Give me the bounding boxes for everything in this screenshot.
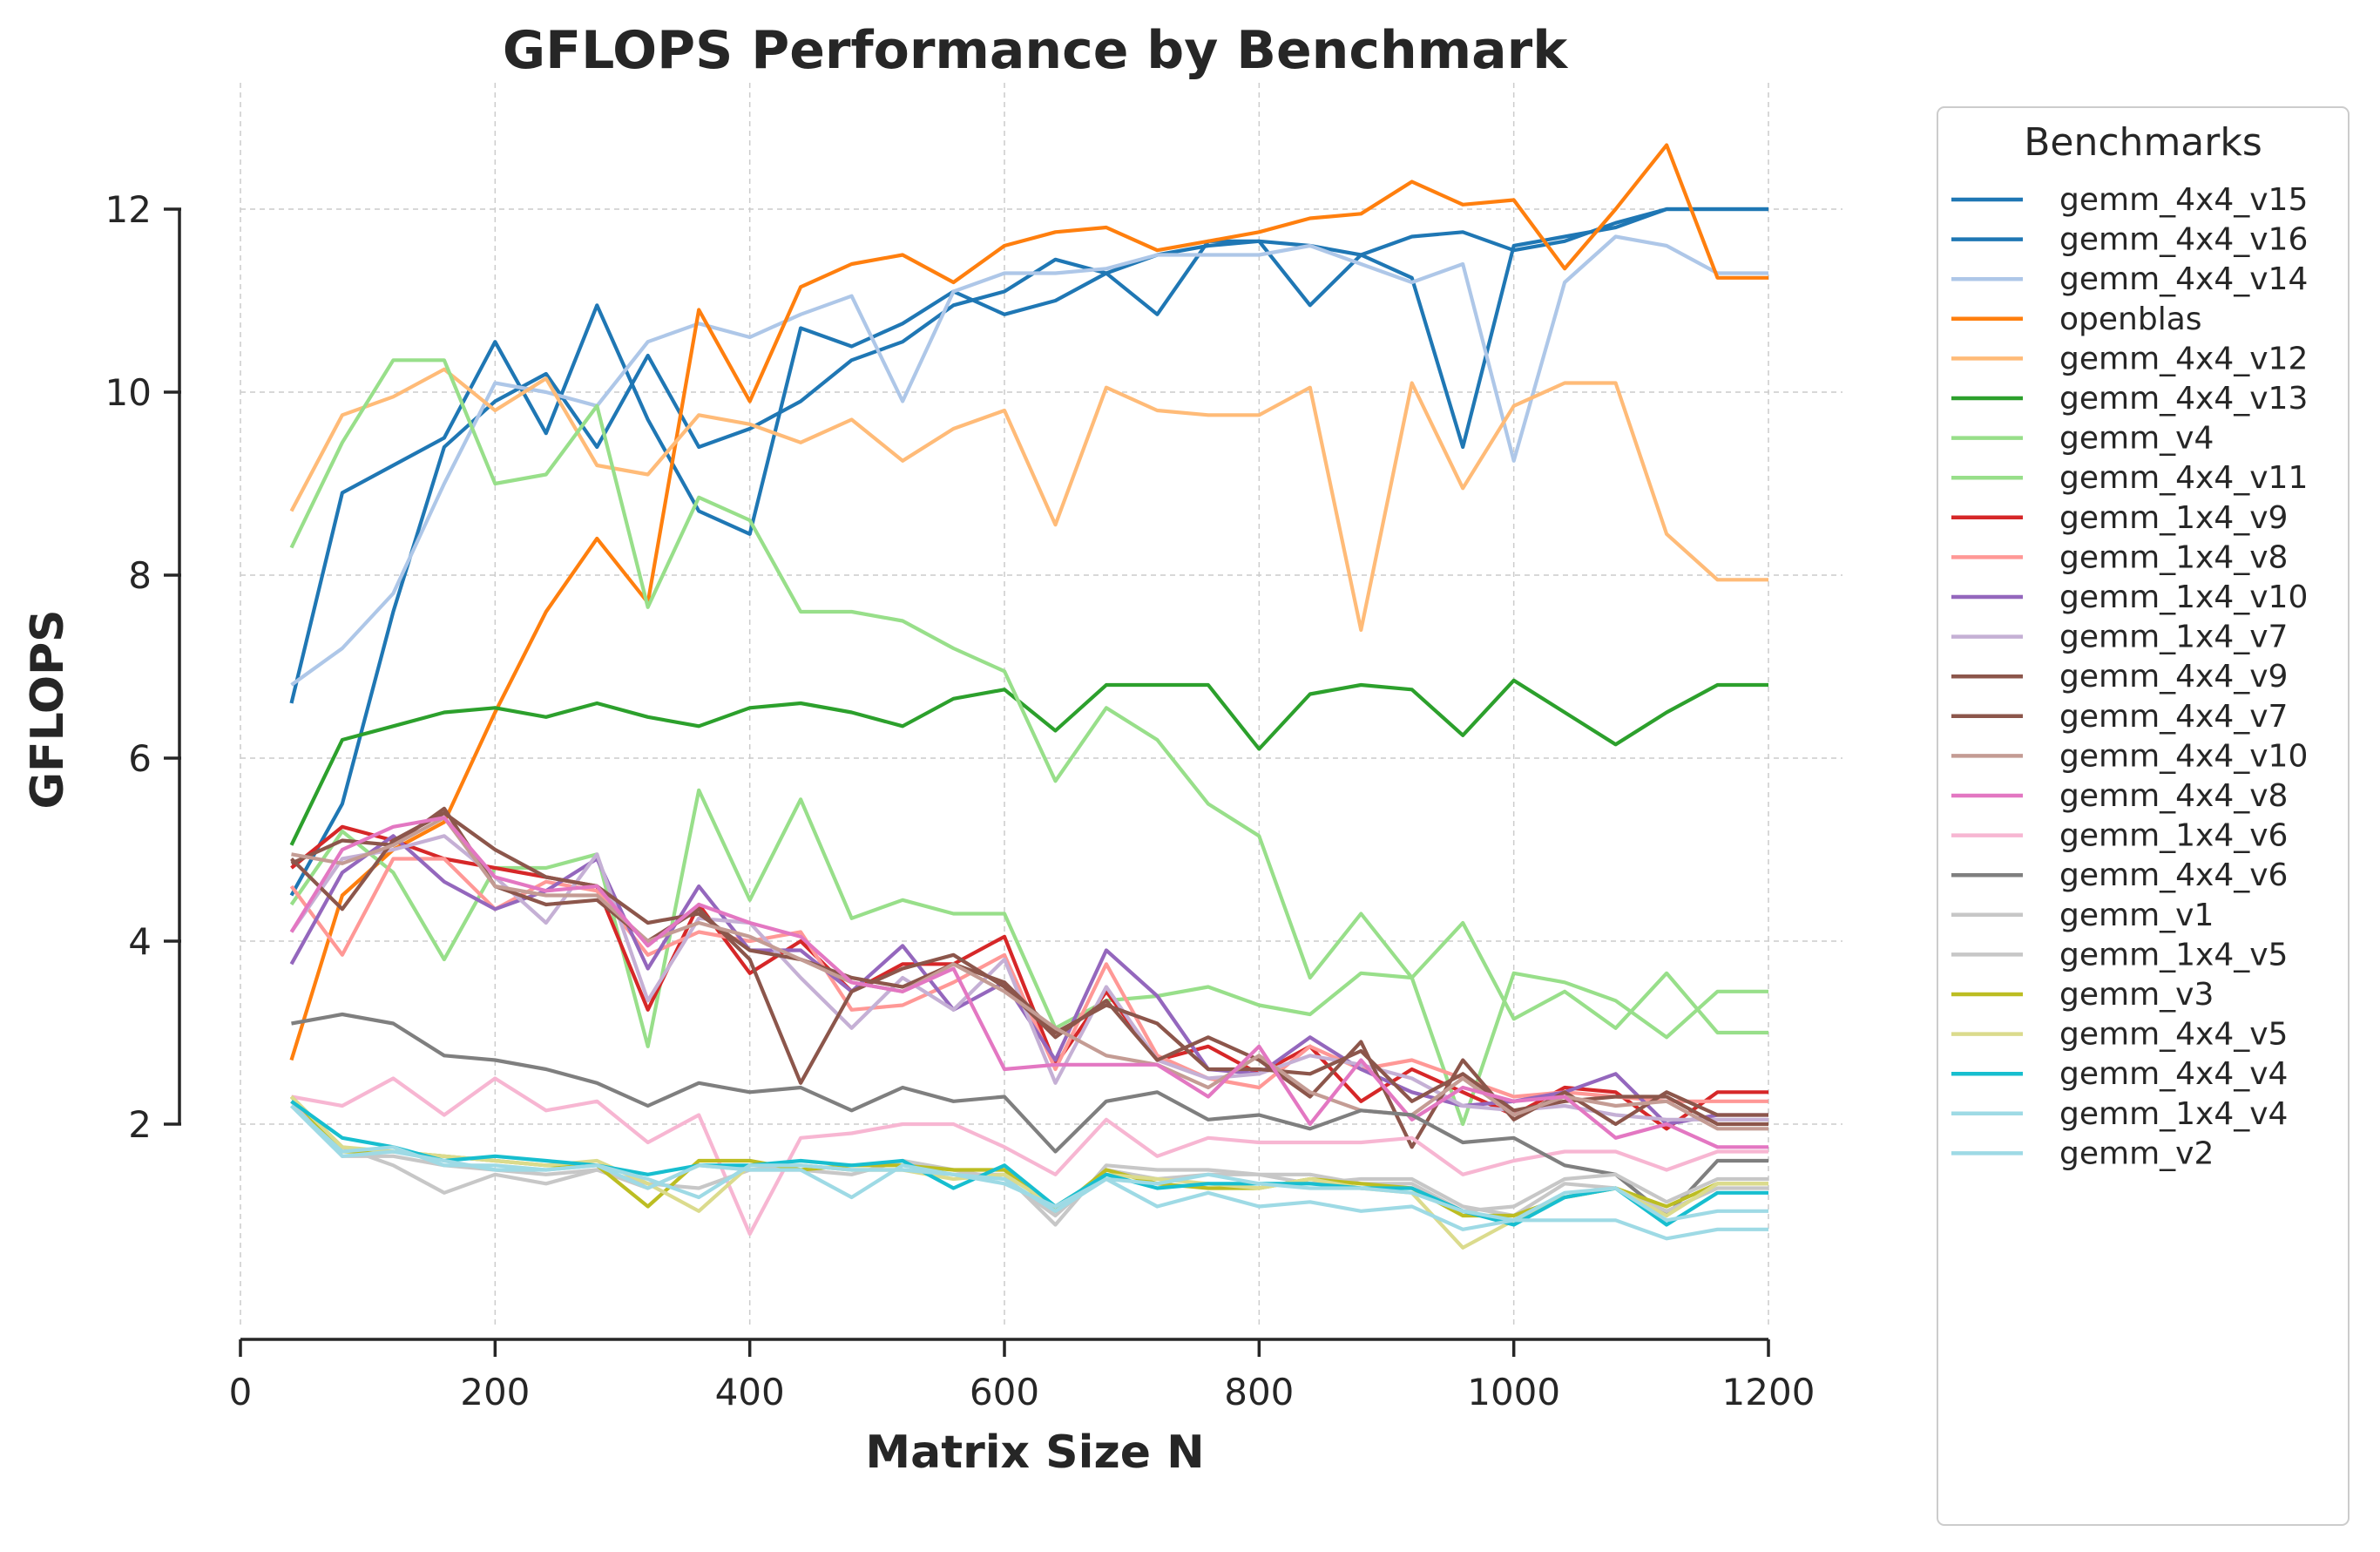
legend-label: gemm_4x4_v14	[2059, 261, 2308, 297]
legend-title: Benchmarks	[2024, 120, 2262, 165]
legend-label: gemm_4x4_v6	[2059, 857, 2288, 893]
y-axis-label: GFLOPS	[22, 609, 74, 809]
legend-label: gemm_4x4_v11	[2059, 460, 2308, 496]
y-tick-label: 8	[128, 554, 152, 597]
series-line-gemm_1x4_v6	[291, 1076, 1768, 1237]
legend-label: gemm_4x4_v15	[2059, 182, 2308, 218]
series-line-gemm_4x4_v16	[289, 207, 1768, 704]
legend-label: gemm_1x4_v6	[2059, 818, 2288, 854]
x-axis-label: Matrix Size N	[865, 1427, 1204, 1479]
y-tick-label: 2	[128, 1103, 152, 1146]
series-lines	[289, 143, 1768, 1250]
legend-label: openblas	[2059, 302, 2202, 337]
series-line-openblas	[289, 143, 1768, 1061]
legend-label: gemm_4x4_v12	[2059, 341, 2308, 376]
axes: 0 200 400 600 800 1000 1200 2 4 6 8 10 12	[105, 188, 1815, 1413]
legend-label: gemm_4x4_v7	[2059, 699, 2288, 735]
x-tick-label: 1200	[1722, 1371, 1815, 1413]
legend-label: gemm_4x4_v4	[2059, 1056, 2288, 1092]
legend-label: gemm_v1	[2059, 898, 2214, 933]
legend-label: gemm_v2	[2059, 1135, 2214, 1171]
x-tick-label: 0	[229, 1371, 253, 1413]
legend-label: gemm_v4	[2059, 421, 2214, 457]
series-line-gemm_4x4_v8	[289, 816, 1768, 1149]
series-line-gemm_4x4_v13	[289, 678, 1768, 846]
legend-label: gemm_1x4_v8	[2059, 539, 2288, 575]
series-line-gemm_v2	[290, 1104, 1768, 1241]
y-tick-label: 6	[128, 737, 152, 780]
series-line-gemm_4x4_v9	[290, 810, 1768, 1127]
legend-label: gemm_1x4_v10	[2059, 579, 2308, 615]
grid-lines	[240, 83, 1842, 1325]
legend-box	[1937, 106, 2350, 1526]
chart-title: GFLOPS Performance by Benchmark	[503, 20, 1569, 81]
legend-label: gemm_4x4_v13	[2059, 381, 2308, 417]
x-tick-label: 800	[1224, 1371, 1294, 1413]
y-tick-label: 10	[105, 371, 152, 414]
series-line-gemm_v4	[289, 358, 1768, 1127]
legend-label: gemm_4x4_v9	[2059, 659, 2288, 695]
y-tick-label: 12	[105, 188, 152, 231]
y-tick-label: 4	[128, 920, 152, 963]
series-line-gemm_4x4_v11	[289, 788, 1768, 1048]
series-line-gemm_v1	[290, 1095, 1768, 1227]
series-line-gemm_4x4_v6	[291, 1012, 1768, 1218]
x-tick-label: 600	[970, 1371, 1039, 1413]
legend-label: gemm_1x4_v7	[2059, 620, 2288, 655]
legend-label: gemm_4x4_v8	[2059, 778, 2288, 814]
series-line-gemm_4x4_v7	[290, 806, 1768, 1149]
legend-label: gemm_1x4_v5	[2059, 937, 2288, 973]
legend-label: gemm_1x4_v4	[2059, 1096, 2288, 1132]
series-line-gemm_4x4_v15	[289, 207, 1768, 897]
x-tick-label: 1000	[1467, 1371, 1560, 1413]
series-line-gemm_4x4_v14	[290, 234, 1768, 687]
x-tick-label: 400	[715, 1371, 785, 1413]
legend-items: gemm_4x4_v15 gemm_4x4_v16gemm_4x4_v14open…	[1951, 182, 2308, 1171]
legend-label: gemm_1x4_v9	[2059, 500, 2288, 536]
legend-label: gemm_4x4_v5	[2059, 1017, 2288, 1053]
legend-label: gemm_4x4_v10	[2059, 738, 2308, 774]
series-line-gemm_4x4_v10	[291, 816, 1768, 1131]
x-tick-label: 200	[460, 1371, 530, 1413]
series-line-gemm_1x4_v5	[289, 1100, 1768, 1218]
legend-label: gemm_v3	[2059, 977, 2214, 1013]
legend-label: gemm_4x4_v16	[2059, 222, 2308, 258]
series-line-gemm_4x4_v12	[289, 367, 1768, 633]
legend: Benchmarks gemm_4x4_v15gemm_4x4_v16gemm_…	[1937, 106, 2350, 1526]
